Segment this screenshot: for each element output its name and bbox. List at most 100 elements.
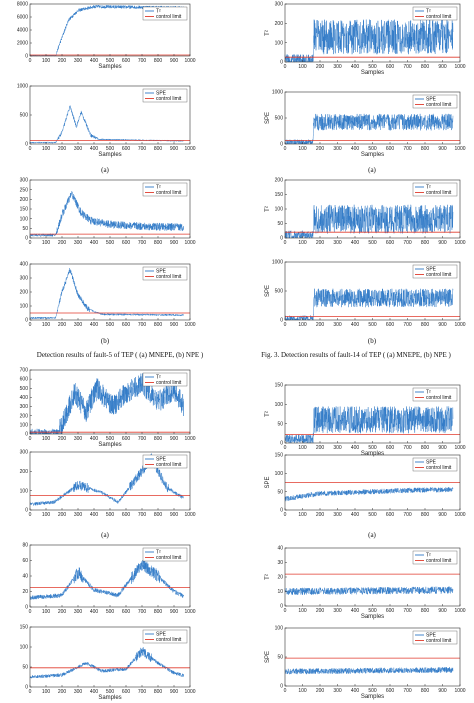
x-tick-label: 100 xyxy=(298,146,307,152)
x-tick-label: 900 xyxy=(438,445,447,451)
x-tick-label: 700 xyxy=(138,436,147,442)
x-tick-label: 600 xyxy=(122,58,131,64)
x-tick-label: 700 xyxy=(138,322,147,328)
x-tick-label: 0 xyxy=(284,322,287,328)
x-tick-label: 700 xyxy=(138,146,147,152)
x-tick-label: 700 xyxy=(403,445,412,451)
x-tick-label: 1000 xyxy=(184,240,195,246)
y-tick-label: 300 xyxy=(20,450,29,456)
legend-label-limit: control limit xyxy=(426,272,452,278)
x-tick-label: 300 xyxy=(333,445,342,451)
y-tick-label: 100 xyxy=(275,626,284,632)
x-tick-label: 800 xyxy=(154,689,163,695)
y-tick-label: 50 xyxy=(277,421,283,427)
y-tick-label: 500 xyxy=(20,113,29,119)
chart-R1: 0 100 200 300 0 100 200 300 400 500 600 700 800 900 10… xyxy=(265,2,466,76)
x-tick-label: 100 xyxy=(42,146,51,152)
y-tick-label: 100 xyxy=(20,488,29,494)
x-tick-label: 600 xyxy=(122,146,131,152)
x-tick-label: 800 xyxy=(154,436,163,442)
y-tick-label: 0 xyxy=(280,604,283,610)
y-tick-label: 0 xyxy=(280,60,283,66)
x-tick-label: 700 xyxy=(403,146,412,152)
x-tick-label: 100 xyxy=(42,609,51,615)
legend-label-limit: control limit xyxy=(426,395,452,401)
x-tick-label: 900 xyxy=(170,58,179,64)
x-axis-label: Samples xyxy=(361,614,384,620)
y-tick-label: 300 xyxy=(275,2,284,8)
y-tick-label: 80 xyxy=(22,543,28,549)
x-tick-label: 500 xyxy=(368,688,377,694)
x-tick-label: 100 xyxy=(42,322,51,328)
x-tick-label: 600 xyxy=(386,512,395,518)
y-tick-label: 250 xyxy=(20,187,29,193)
x-tick-label: 1000 xyxy=(184,146,195,152)
x-tick-label: 1000 xyxy=(454,322,465,328)
y-tick-label: 700 xyxy=(20,368,29,374)
x-tick-label: 400 xyxy=(351,240,360,246)
x-tick-label: 800 xyxy=(421,146,430,152)
legend-label-limit: control limit xyxy=(156,380,182,386)
x-tick-label: 800 xyxy=(154,322,163,328)
x-tick-label: 1000 xyxy=(184,58,195,64)
y-tick-label: 0 xyxy=(280,441,283,447)
x-tick-label: 100 xyxy=(42,436,51,442)
legend-label-series: T² xyxy=(426,553,431,559)
y-tick-label: 40 xyxy=(22,574,28,580)
series-line xyxy=(284,666,454,675)
y-tick-label: 20 xyxy=(277,575,283,581)
x-tick-label: 200 xyxy=(316,64,325,70)
x-tick-label: 300 xyxy=(74,689,83,695)
chart-L4: 0 100 200 300 400 0 100 200 300 400 500 600 700 800 90… xyxy=(20,262,196,328)
x-tick-label: 1000 xyxy=(454,240,465,246)
y-tick-label: 0 xyxy=(25,318,28,324)
y-tick-label: 0 xyxy=(25,685,28,691)
x-tick-label: 400 xyxy=(90,512,99,518)
x-tick-label: 900 xyxy=(170,512,179,518)
x-tick-label: 900 xyxy=(438,512,447,518)
y-tick-label: 300 xyxy=(20,178,29,184)
x-tick-label: 500 xyxy=(106,240,115,246)
x-tick-label: 600 xyxy=(386,240,395,246)
y-tick-label: 50 xyxy=(22,665,28,671)
x-tick-label: 100 xyxy=(298,608,307,614)
x-tick-label: 700 xyxy=(403,322,412,328)
x-tick-label: 900 xyxy=(438,608,447,614)
chart-L2: 0 500 1000 0 100 200 300 400 500 600 700 800 900 1000… xyxy=(17,84,196,158)
x-tick-label: 200 xyxy=(58,146,67,152)
y-axis-label: SPE xyxy=(265,651,271,663)
y-tick-label: 0 xyxy=(25,142,28,148)
x-tick-label: 200 xyxy=(58,436,67,442)
x-tick-label: 400 xyxy=(90,322,99,328)
x-tick-label: 400 xyxy=(351,146,360,152)
y-tick-label: 1000 xyxy=(17,84,28,90)
x-tick-label: 0 xyxy=(29,240,32,246)
x-tick-label: 500 xyxy=(106,322,115,328)
x-tick-label: 900 xyxy=(170,436,179,442)
legend-label-series: T² xyxy=(426,9,431,15)
caption-right-a2: (a) xyxy=(368,531,376,539)
x-axis-label: Samples xyxy=(361,451,384,457)
x-tick-label: 800 xyxy=(421,445,430,451)
x-tick-label: 900 xyxy=(438,322,447,328)
x-tick-label: 400 xyxy=(351,608,360,614)
legend-label-limit: control limit xyxy=(426,638,452,644)
x-tick-label: 400 xyxy=(90,436,99,442)
x-tick-label: 900 xyxy=(438,64,447,70)
x-tick-label: 1000 xyxy=(454,688,465,694)
x-tick-label: 700 xyxy=(403,240,412,246)
y-tick-label: 400 xyxy=(20,395,29,401)
chart-R2: 0 500 1000 0 100 200 300 400 500 600 700 800 900 1000… xyxy=(265,90,466,158)
x-tick-label: 800 xyxy=(154,609,163,615)
legend-label-limit: control limit xyxy=(426,465,452,471)
x-tick-label: 400 xyxy=(90,609,99,615)
x-tick-label: 600 xyxy=(386,146,395,152)
x-tick-label: 200 xyxy=(58,512,67,518)
y-tick-label: 6000 xyxy=(17,15,28,21)
x-tick-label: 900 xyxy=(170,146,179,152)
